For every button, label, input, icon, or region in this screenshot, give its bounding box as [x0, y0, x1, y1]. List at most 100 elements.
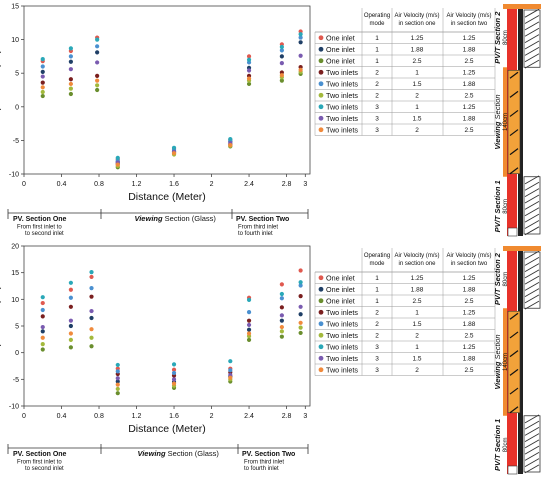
y-tick-label: -10 — [9, 172, 19, 179]
table-cell-v2: 1.25 — [463, 70, 476, 77]
data-point — [246, 327, 252, 332]
legend-marker — [318, 298, 324, 304]
legend-label: Two inlets — [326, 125, 358, 134]
diagram-pvt2-length: 80cm — [503, 30, 509, 45]
section-viewing-bold: Viewing — [138, 449, 166, 458]
diagram-hatch — [524, 288, 540, 298]
chart-1: -10 -5 0 5 10 15 0 0.4 0.8 1.2 1.6 2 2.4 2.8 3 Distance… — [0, 4, 311, 203]
chart-2: -10 -5 0 5 10 15 20 0 0.4 0.8 1.2 1.6 2 2.4 2.8 3 Distan… — [0, 244, 311, 435]
table-header-v2: in section two — [451, 21, 488, 27]
legend-label: Two inlets — [326, 319, 358, 328]
table-cell-mode: 1 — [375, 287, 379, 294]
x-tick-label: 2.4 — [244, 413, 254, 420]
diagram-hatch — [524, 226, 540, 236]
data-point — [40, 324, 45, 330]
diagram-hatch — [524, 269, 540, 279]
data-point — [95, 60, 100, 65]
diagram-glass-mark — [509, 350, 519, 358]
x-axis-label: Distance (Meter) — [128, 191, 206, 203]
y-axis-label: Temperature (°C) — [0, 286, 2, 367]
diagram-wall — [518, 8, 523, 236]
table-header-v2: in section two — [451, 261, 488, 267]
diagram-base — [507, 227, 518, 237]
diagram-glass-mark — [509, 167, 519, 175]
table-cell-mode: 1 — [375, 298, 379, 305]
data-point — [298, 330, 303, 336]
x-tick-label: 1.2 — [132, 413, 142, 420]
diagram-hatch — [524, 439, 540, 449]
table-cell-v2: 1.88 — [463, 321, 476, 328]
diagram-viewing-label: Viewing Section — [493, 334, 502, 389]
data-point — [40, 335, 45, 340]
data-point — [246, 337, 252, 342]
legend-marker — [318, 309, 324, 315]
legend-marker — [318, 92, 324, 98]
table-cell-mode: 2 — [375, 333, 379, 340]
data-point — [68, 331, 73, 336]
legend-table-2: Operating mode Air Velocity (m/s) in sectio… — [314, 248, 496, 376]
table-header-v2: Air Velocity (m/s) — [446, 253, 491, 259]
table-header-mode: Operating — [364, 253, 390, 259]
section-pv-one-sub: From first inlet to — [17, 225, 62, 231]
diagram-hatch — [524, 414, 540, 424]
legend-table-1: Operating mode Air Velocity (m/s) in sectio… — [314, 8, 496, 136]
legend-label: Two inlets — [326, 365, 358, 374]
section-pv-two-sub: From third inlet — [244, 460, 284, 466]
data-point — [279, 329, 284, 334]
y-tick-label: 20 — [11, 244, 19, 251]
legend-label: One inlet — [326, 45, 355, 54]
data-point — [68, 304, 73, 309]
data-point — [40, 347, 45, 352]
data-point — [68, 81, 73, 87]
data-point — [40, 342, 45, 347]
x-tick-label: 3 — [303, 181, 307, 188]
legend-marker — [318, 69, 324, 75]
y-tick-label: 10 — [11, 37, 19, 44]
data-point — [279, 334, 284, 339]
x-tick-label: 0.4 — [57, 413, 67, 420]
data-point — [89, 344, 94, 349]
legend-label: One inlet — [326, 56, 355, 65]
data-point — [171, 151, 177, 156]
x-axis-label: Distance (Meter) — [128, 423, 206, 435]
data-point — [246, 54, 252, 59]
data-point — [68, 318, 73, 323]
data-point — [298, 35, 303, 40]
data-point — [298, 312, 303, 317]
table-cell-mode: 2 — [375, 310, 379, 317]
legend-marker — [318, 355, 324, 361]
diagram-hatch — [524, 445, 540, 455]
data-point — [279, 324, 284, 330]
table-cell-mode: 3 — [375, 127, 379, 134]
section-pv-one-sub: From first inlet to — [17, 460, 62, 466]
diagram-hatch — [524, 181, 540, 191]
diagram-glass-mark — [509, 148, 519, 156]
data-point — [279, 305, 284, 310]
table-cell-v1: 1.88 — [411, 47, 424, 54]
y-axis-label: Temperature (°C) — [0, 50, 2, 131]
table-cell-v2: 1.25 — [463, 344, 476, 351]
data-point — [298, 40, 303, 45]
table-cell-v1: 1.5 — [412, 116, 421, 123]
data-point — [68, 287, 73, 292]
data-point — [89, 335, 94, 340]
data-point — [115, 362, 120, 368]
data-point — [68, 77, 73, 82]
diagram-hatch — [524, 294, 540, 304]
table-cell-mode: 3 — [375, 367, 379, 374]
diagram-hatch — [524, 175, 540, 185]
legend-label: Two inlets — [326, 79, 358, 88]
data-point — [115, 382, 120, 387]
table-cell-v1: 1 — [415, 344, 419, 351]
x-tick-label: 2.4 — [244, 181, 254, 188]
data-point — [298, 320, 303, 325]
data-point — [115, 379, 120, 384]
diagram-viewing-rest: Section — [493, 94, 502, 121]
y-tick-label: -10 — [9, 404, 19, 411]
data-point — [298, 67, 303, 72]
data-point — [279, 48, 284, 53]
data-point — [89, 315, 94, 321]
data-point — [279, 291, 284, 297]
legend-label: One inlet — [326, 273, 355, 282]
